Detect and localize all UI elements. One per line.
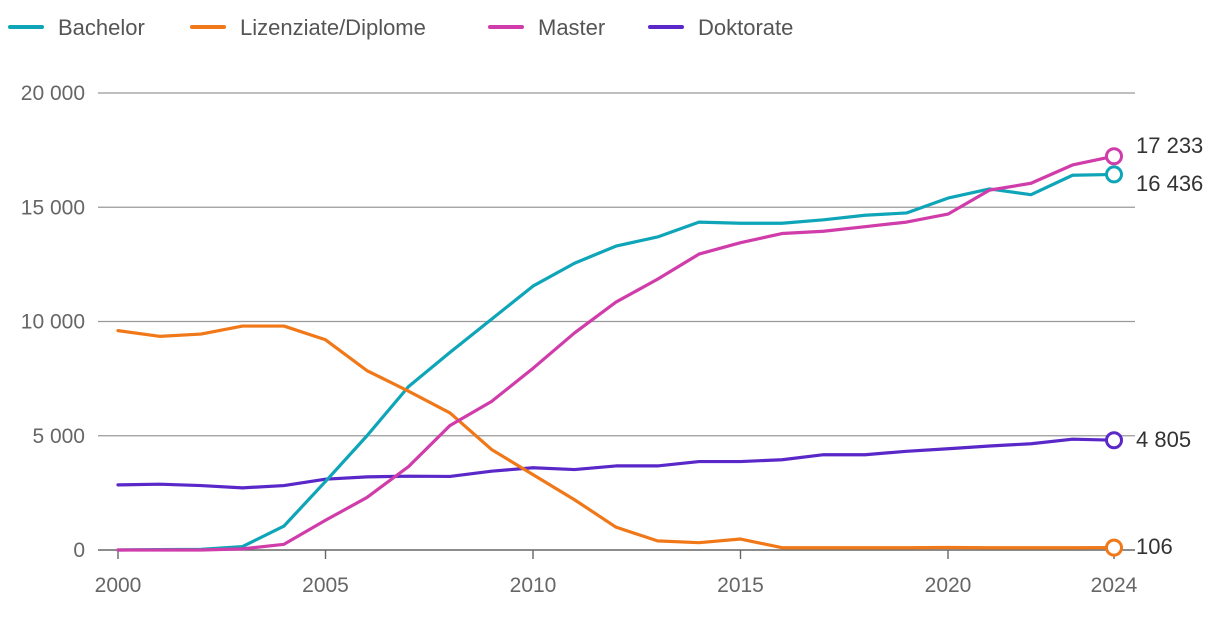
x-tick-label-2015: 2015 [717, 574, 764, 597]
series-lines [116, 154, 1116, 552]
series-line-bachelor [116, 172, 1116, 552]
legend-label-bachelor: Bachelor [58, 15, 145, 40]
series-line-lizenziate-diplome [116, 324, 1116, 550]
end-label-bachelor: 16 436 [1136, 171, 1203, 196]
x-tick-label-2020: 2020 [925, 574, 972, 597]
x-tick-label-2024: 2024 [1091, 574, 1138, 597]
end-label-lizenziate-diplome: 106 [1136, 534, 1173, 559]
y-tick-label-5000: 5 000 [32, 425, 85, 448]
end-markers [1105, 147, 1123, 557]
series-line-doktorate [116, 437, 1116, 490]
end-marker-doktorate [1105, 431, 1123, 450]
y-tick-label-0: 0 [73, 539, 85, 562]
end-labels: 16 436 106 17 233 4 805 [1136, 133, 1203, 559]
end-marker-master [1105, 147, 1123, 166]
end-label-master: 17 233 [1136, 133, 1203, 158]
legend: Bachelor Lizenziate/Diplome Master Doktorat… [8, 15, 793, 40]
end-marker-lizenziate-diplome [1105, 538, 1123, 557]
x-axis: 2000 2005 2010 2015 2020 2024 [95, 550, 1138, 597]
y-tick-label-10000: 10 000 [21, 311, 85, 334]
x-tick-label-2005: 2005 [302, 574, 349, 597]
x-tick-label-2010: 2010 [510, 574, 557, 597]
legend-label-doktorate: Doktorate [698, 15, 793, 40]
legend-label-master: Master [538, 15, 605, 40]
legend-label-lizenziate-diplome: Lizenziate/Diplome [240, 15, 426, 40]
y-tick-label-15000: 15 000 [21, 196, 85, 219]
end-label-doktorate: 4 805 [1136, 427, 1191, 452]
y-axis: 0 5 000 10 000 15 000 20 000 [21, 82, 85, 562]
x-tick-label-2000: 2000 [95, 574, 142, 597]
end-marker-bachelor [1105, 165, 1123, 184]
series-line-master [116, 154, 1116, 552]
y-tick-label-20000: 20 000 [21, 82, 85, 105]
gridlines [98, 92, 1135, 551]
